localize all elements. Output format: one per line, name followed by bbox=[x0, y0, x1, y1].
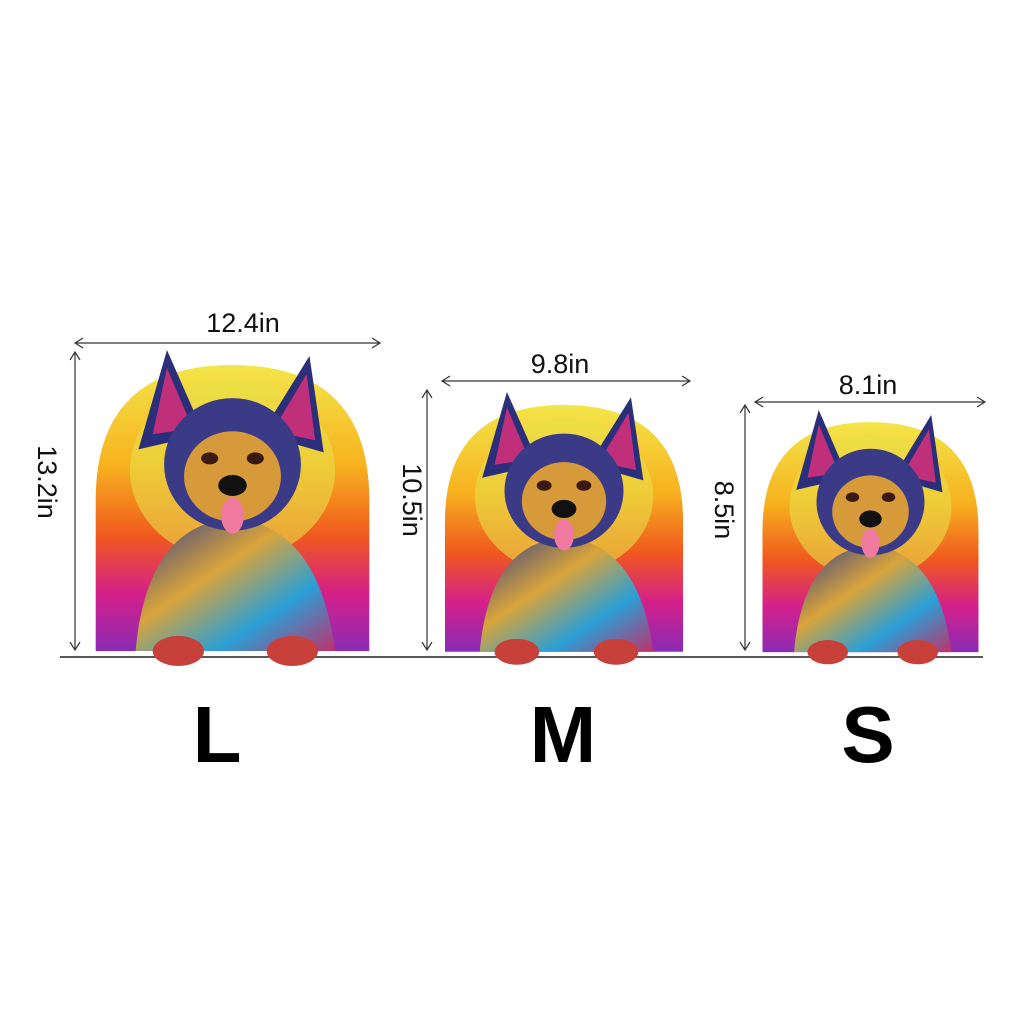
dog-paw bbox=[494, 638, 540, 665]
width-arrow bbox=[73, 337, 382, 349]
size-label: L bbox=[193, 690, 242, 779]
dog-eye bbox=[201, 452, 219, 465]
dog-eye bbox=[536, 480, 552, 491]
dog-eye bbox=[576, 480, 592, 491]
dog-eye bbox=[246, 452, 264, 465]
dog-paw bbox=[152, 635, 204, 667]
size-label: M bbox=[530, 690, 597, 779]
dog-nose bbox=[859, 510, 882, 528]
dog-paw bbox=[807, 640, 848, 665]
height-label: 10.5in bbox=[397, 463, 427, 537]
puzzle-image bbox=[762, 410, 979, 665]
dog-tongue bbox=[554, 519, 574, 551]
dog-tongue bbox=[861, 528, 880, 558]
dog-paw bbox=[593, 638, 639, 665]
dog-nose bbox=[218, 474, 247, 496]
width-arrow bbox=[753, 396, 987, 408]
size-label: S bbox=[841, 690, 894, 779]
height-arrow bbox=[69, 350, 81, 652]
dog-eye bbox=[845, 492, 860, 503]
dog-ear-inner bbox=[807, 424, 839, 478]
puzzle-image bbox=[444, 392, 684, 665]
dog-nose bbox=[551, 499, 577, 519]
dog-body bbox=[135, 518, 336, 651]
dog-paw bbox=[897, 640, 938, 665]
width-arrow bbox=[440, 375, 692, 387]
width-label: 12.4in bbox=[206, 308, 280, 338]
dog-paw bbox=[266, 635, 318, 667]
height-arrow bbox=[421, 388, 433, 652]
width-label: 8.1in bbox=[839, 370, 898, 400]
dog-body bbox=[479, 537, 654, 652]
dog-body bbox=[794, 545, 952, 653]
dog-ear-inner bbox=[152, 368, 193, 435]
dog-tongue bbox=[221, 497, 244, 534]
dog-eye bbox=[881, 492, 896, 503]
height-label: 13.2in bbox=[32, 445, 62, 519]
height-arrow bbox=[739, 403, 751, 652]
dog-ear-inner bbox=[494, 407, 530, 465]
width-label: 9.8in bbox=[531, 349, 590, 379]
puzzle-image bbox=[95, 350, 370, 667]
height-label: 8.5in bbox=[709, 481, 739, 540]
